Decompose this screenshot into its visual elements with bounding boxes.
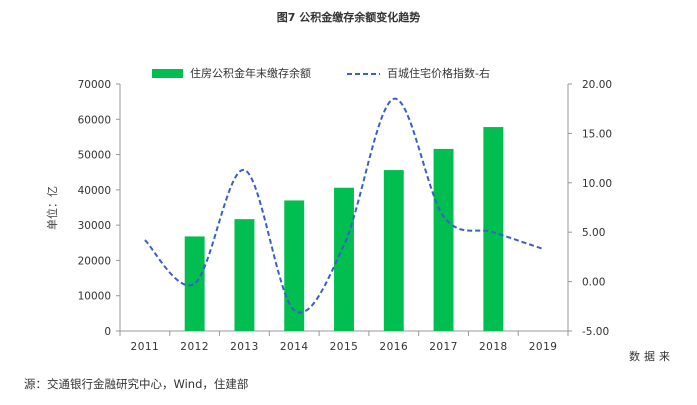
x-tick-label: 2016: [379, 341, 408, 353]
source-note: 源：交通银行金融研究中心，Wind，住建部: [24, 377, 249, 391]
bar: [433, 148, 454, 331]
left-tick-label: 30000: [78, 220, 111, 232]
left-tick-label: 0: [104, 326, 111, 338]
right-tick-label: 0.00: [582, 277, 605, 289]
tick-labels: 0 10000 20000 30000 40000 50000 60000 70000 -5.0…: [78, 79, 612, 353]
x-tick-label: 2013: [230, 341, 259, 353]
left-tick-label: 70000: [78, 79, 111, 91]
right-tick-label: 15.00: [582, 128, 612, 140]
right-tick-label: 20.00: [582, 79, 612, 91]
bar: [184, 236, 205, 331]
bar-series: [184, 127, 504, 331]
bar: [334, 187, 354, 331]
x-tick-label: 2018: [479, 341, 508, 353]
x-tick-label: 2017: [429, 341, 458, 353]
left-tick-label: 40000: [78, 185, 111, 197]
left-tick-label: 20000: [78, 255, 111, 267]
x-tick-label: 2019: [529, 341, 558, 353]
legend-label-line: 百城住宅价格指数-右: [387, 66, 490, 80]
x-tick-label: 2012: [180, 341, 209, 353]
left-tick-label: 50000: [78, 150, 111, 162]
bar: [483, 127, 504, 331]
left-tick-label: 10000: [78, 291, 111, 303]
x-tick-label: 2011: [131, 341, 160, 353]
legend-label-bar: 住房公积金年末缴存余额: [190, 66, 311, 80]
chart-title: 图7 公积金缴存余额变化趋势: [276, 11, 421, 24]
x-tick-label: 2015: [330, 341, 359, 353]
watermark: 数据来: [629, 350, 674, 363]
right-tick-label: 10.00: [582, 178, 612, 190]
right-tick-label: 5.00: [582, 227, 605, 239]
line-series: [144, 97, 544, 314]
x-tick-label: 2014: [280, 341, 309, 353]
legend: 住房公积金年末缴存余额 百城住宅价格指数-右: [152, 66, 490, 80]
line-path: [144, 97, 544, 314]
right-tick-label: -5.00: [582, 326, 609, 338]
legend-swatch-bar: [152, 69, 183, 78]
bar: [234, 219, 255, 331]
bar: [383, 170, 404, 331]
bar: [284, 200, 305, 331]
left-tick-label: 60000: [78, 114, 111, 126]
